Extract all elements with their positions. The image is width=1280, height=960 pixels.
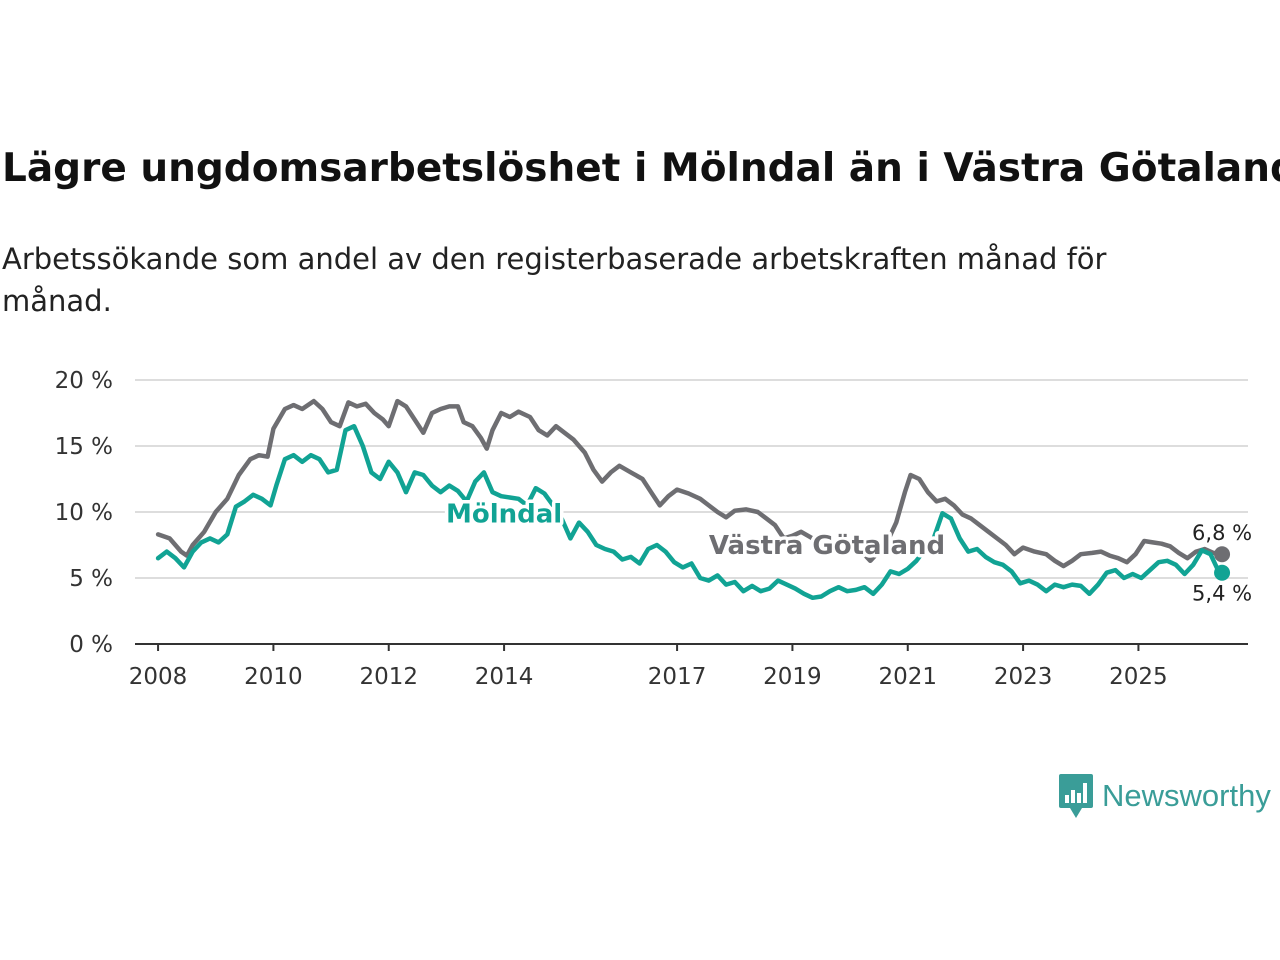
newsworthy-logo-text: Newsworthy (1102, 778, 1271, 813)
series-line-molndal (155, 423, 1225, 601)
x-tick-label: 2010 (244, 664, 303, 690)
end-markers: 6,8 % 5,4 % (1192, 521, 1252, 605)
series-label-vastra-gotaland: Västra Götaland (709, 531, 945, 561)
chart-title: Lägre ungdomsarbetslöshet i Mölndal än i… (2, 146, 1280, 191)
x-tick-label: 2019 (763, 664, 822, 690)
series-labels: Västra Götaland Mölndal (442, 496, 948, 565)
newsworthy-logo-icon (1059, 774, 1093, 818)
y-tick-label: 20 % (55, 368, 113, 394)
series-label-molndal: Mölndal (446, 499, 562, 529)
y-axis-ticks: 0 % 5 % 10 % 15 % 20 % (55, 368, 113, 658)
end-value-label-molndal: 5,4 % (1192, 582, 1252, 606)
x-tick-label: 2021 (878, 664, 937, 690)
series-line-vg (155, 398, 1225, 569)
x-tick-label: 2025 (1109, 664, 1168, 690)
end-dot-molndal (1214, 564, 1231, 581)
x-tick-label: 2008 (129, 664, 188, 690)
y-tick-label: 10 % (55, 500, 113, 526)
series-lines (155, 398, 1225, 601)
y-tick-label: 0 % (69, 632, 113, 658)
y-tick-label: 5 % (69, 566, 113, 592)
y-tick-label: 15 % (55, 434, 113, 460)
line-chart: 0 %5 %10 %15 %20 % 2008 2010 2012 2014 2017 2… (55, 368, 1253, 690)
chart-subtitle: Arbetssökande som andel av den registerb… (2, 242, 1107, 318)
gridlines (135, 379, 1248, 645)
x-tick-label: 2014 (475, 664, 534, 690)
x-axis-ticks: 2008 2010 2012 2014 2017 2019 2021 2023 2025 (129, 644, 1168, 690)
x-tick-label: 2023 (994, 664, 1053, 690)
x-tick-label: 2012 (359, 664, 418, 690)
newsworthy-logo[interactable]: Newsworthy (1058, 772, 1271, 820)
end-value-label-vastra-gotaland: 6,8 % (1192, 521, 1252, 545)
x-tick-label: 2017 (648, 664, 707, 690)
end-dot-vastra-gotaland (1214, 546, 1231, 563)
